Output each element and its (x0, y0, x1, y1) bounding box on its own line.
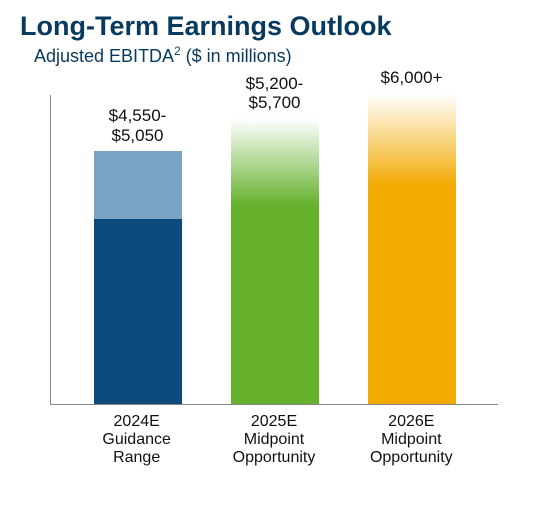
bar-segment (368, 94, 456, 404)
x-axis-label: 2024E Guidance Range (93, 413, 181, 468)
bar-value-label: $4,550- $5,050 (109, 106, 167, 145)
x-axis-label: 2026E Midpoint Opportunity (367, 413, 455, 468)
bar-segment (231, 119, 319, 404)
bar (94, 151, 182, 404)
subtitle-prefix: Adjusted EBITDA (34, 46, 174, 66)
bar-segment (94, 151, 182, 219)
x-axis-label: 2025E Midpoint Opportunity (230, 413, 318, 468)
bar-value-label: $6,000+ (381, 68, 443, 88)
chart-plot-area: $4,550- $5,050$5,200- $5,700$6,000+ (50, 95, 498, 405)
bar (368, 94, 456, 404)
bar-value-label: $5,200- $5,700 (246, 74, 304, 113)
bar-segment (94, 219, 182, 404)
bar-slot: $6,000+ (368, 68, 456, 404)
chart-x-axis: 2024E Guidance Range 2025E Midpoint Oppor… (50, 413, 498, 468)
chart-title: Long-Term Earnings Outlook (20, 12, 518, 42)
bar-slot: $4,550- $5,050 (94, 106, 182, 404)
subtitle-suffix: ($ in millions) (181, 46, 292, 66)
chart-subtitle: Adjusted EBITDA2 ($ in millions) (34, 46, 518, 67)
bar (231, 119, 319, 404)
bar-slot: $5,200- $5,700 (231, 74, 319, 404)
